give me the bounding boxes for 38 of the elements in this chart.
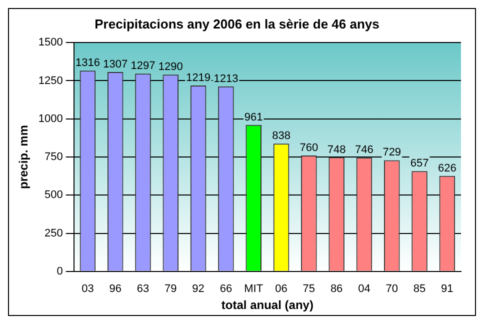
x-tick-label: 91 — [441, 283, 454, 296]
x-tick-label: 04 — [358, 283, 370, 296]
data-label: 1290 — [158, 61, 183, 74]
y-tick-label: 1500 — [38, 36, 63, 49]
data-label: 729 — [382, 146, 402, 159]
x-tick-label: 63 — [136, 283, 150, 296]
data-label: 838 — [272, 130, 290, 142]
data-label: 626 — [438, 162, 456, 174]
x-tick-label: 70 — [386, 283, 398, 296]
data-label: 1297 — [130, 60, 156, 72]
x-axis-title: total anual (any) — [221, 298, 314, 312]
data-label: 1316 — [75, 57, 100, 70]
x-tick-label: 75 — [302, 283, 316, 296]
y-tick-label: 750 — [44, 151, 63, 164]
data-label: 961 — [244, 111, 263, 124]
data-label: 760 — [300, 142, 318, 154]
data-label: 1219 — [186, 72, 211, 84]
x-tick-label: 96 — [109, 283, 122, 296]
y-tick-label: 250 — [44, 227, 63, 240]
chart-title: Precipitacions any 2006 en la sèrie de 46 anys — [94, 16, 380, 32]
x-tick-label: 03 — [82, 283, 94, 296]
y-tick-label: 500 — [44, 189, 63, 202]
x-tick-label: 85 — [413, 283, 426, 296]
x-tick-label: 06 — [275, 283, 288, 296]
data-label: 746 — [355, 144, 374, 156]
data-label: 748 — [327, 144, 346, 156]
x-tick-label: MIT — [244, 283, 264, 296]
x-tick-label: 79 — [164, 283, 177, 296]
y-tick-label: 1000 — [38, 112, 63, 125]
x-tick-label: 92 — [192, 283, 204, 296]
x-tick-label: 66 — [220, 283, 232, 296]
data-label: 1307 — [103, 58, 128, 71]
y-tick-label: 0 — [56, 265, 63, 278]
x-tick-label: 86 — [330, 283, 343, 296]
data-label: 657 — [410, 158, 429, 170]
data-label: 1213 — [214, 72, 238, 85]
y-axis-title: precip. mm — [16, 124, 31, 190]
y-tick-label: 1250 — [38, 74, 63, 87]
